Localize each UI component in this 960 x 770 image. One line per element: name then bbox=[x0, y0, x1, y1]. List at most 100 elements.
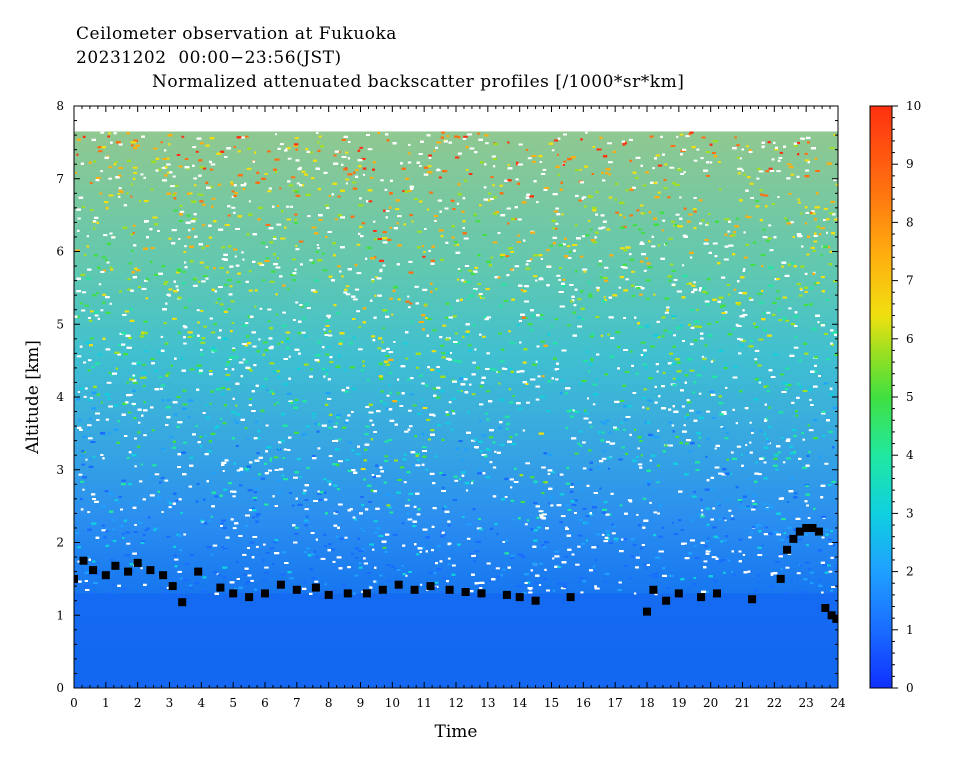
speckle bbox=[276, 401, 280, 404]
speckle bbox=[618, 581, 622, 584]
speckle bbox=[150, 247, 155, 250]
speckle bbox=[661, 229, 664, 232]
speckle bbox=[698, 199, 703, 202]
speckle bbox=[267, 150, 271, 153]
speckle bbox=[482, 335, 486, 338]
speckle bbox=[215, 301, 218, 304]
speckle bbox=[391, 313, 394, 316]
speckle bbox=[788, 192, 792, 195]
speckle bbox=[145, 297, 148, 300]
speckle bbox=[355, 169, 359, 171]
speckle bbox=[770, 573, 774, 576]
speckle bbox=[415, 464, 421, 467]
speckle bbox=[409, 214, 413, 217]
speckle bbox=[362, 173, 365, 176]
speckle bbox=[395, 208, 400, 211]
speckle bbox=[823, 207, 828, 210]
speckle bbox=[322, 533, 327, 536]
speckle bbox=[397, 215, 402, 218]
speckle bbox=[279, 187, 282, 190]
speckle bbox=[579, 255, 584, 258]
speckle bbox=[427, 165, 432, 168]
speckle bbox=[706, 303, 710, 306]
speckle bbox=[588, 513, 593, 516]
speckle bbox=[547, 472, 551, 475]
speckle bbox=[546, 410, 551, 412]
speckle bbox=[490, 176, 494, 179]
speckle bbox=[403, 481, 407, 484]
speckle bbox=[179, 210, 185, 213]
speckle bbox=[200, 348, 203, 351]
speckle bbox=[121, 479, 126, 482]
speckle bbox=[834, 353, 838, 356]
speckle bbox=[820, 227, 826, 230]
speckle bbox=[269, 345, 274, 348]
speckle bbox=[109, 232, 113, 235]
speckle bbox=[292, 319, 296, 321]
speckle bbox=[737, 156, 740, 159]
speckle bbox=[814, 157, 818, 160]
speckle bbox=[397, 298, 401, 301]
speckle bbox=[152, 464, 157, 467]
speckle bbox=[785, 383, 789, 386]
speckle bbox=[344, 167, 348, 170]
speckle bbox=[230, 300, 235, 303]
speckle bbox=[336, 312, 340, 315]
speckle bbox=[750, 197, 754, 199]
speckle bbox=[720, 426, 724, 428]
speckle bbox=[89, 337, 94, 340]
speckle bbox=[249, 541, 255, 544]
speckle bbox=[100, 131, 105, 134]
speckle bbox=[124, 310, 130, 313]
speckle bbox=[467, 298, 470, 300]
speckle bbox=[242, 343, 247, 345]
speckle bbox=[101, 524, 105, 527]
speckle bbox=[214, 495, 220, 498]
speckle bbox=[122, 313, 127, 316]
speckle bbox=[254, 305, 257, 308]
speckle bbox=[450, 428, 454, 431]
speckle bbox=[392, 533, 398, 536]
speckle bbox=[451, 564, 456, 567]
speckle bbox=[301, 331, 306, 334]
speckle bbox=[495, 567, 500, 570]
speckle bbox=[366, 572, 372, 574]
speckle bbox=[371, 278, 375, 281]
speckle bbox=[532, 275, 538, 278]
speckle bbox=[779, 151, 783, 154]
speckle bbox=[632, 224, 638, 227]
speckle bbox=[143, 320, 148, 323]
speckle bbox=[200, 194, 204, 196]
speckle bbox=[344, 421, 349, 424]
speckle bbox=[337, 151, 341, 154]
speckle bbox=[248, 289, 253, 292]
speckle bbox=[509, 478, 514, 481]
speckle bbox=[805, 169, 809, 172]
speckle bbox=[811, 212, 816, 215]
speckle bbox=[199, 435, 203, 438]
speckle bbox=[649, 501, 652, 504]
speckle bbox=[526, 401, 530, 404]
speckle bbox=[447, 563, 451, 566]
speckle bbox=[569, 409, 573, 412]
speckle bbox=[277, 342, 281, 345]
speckle bbox=[829, 147, 835, 150]
speckle bbox=[382, 546, 387, 549]
speckle bbox=[442, 324, 447, 327]
speckle bbox=[345, 182, 348, 185]
speckle bbox=[830, 530, 834, 533]
speckle bbox=[651, 245, 656, 248]
speckle bbox=[427, 318, 432, 321]
speckle bbox=[629, 159, 633, 162]
speckle bbox=[777, 196, 780, 198]
speckle bbox=[650, 345, 655, 348]
speckle bbox=[249, 369, 253, 372]
speckle bbox=[425, 468, 429, 471]
speckle bbox=[242, 258, 245, 261]
speckle bbox=[87, 359, 92, 362]
speckle bbox=[133, 531, 138, 534]
speckle bbox=[76, 153, 79, 156]
speckle bbox=[693, 210, 697, 213]
speckle bbox=[345, 151, 349, 154]
speckle bbox=[471, 480, 474, 483]
